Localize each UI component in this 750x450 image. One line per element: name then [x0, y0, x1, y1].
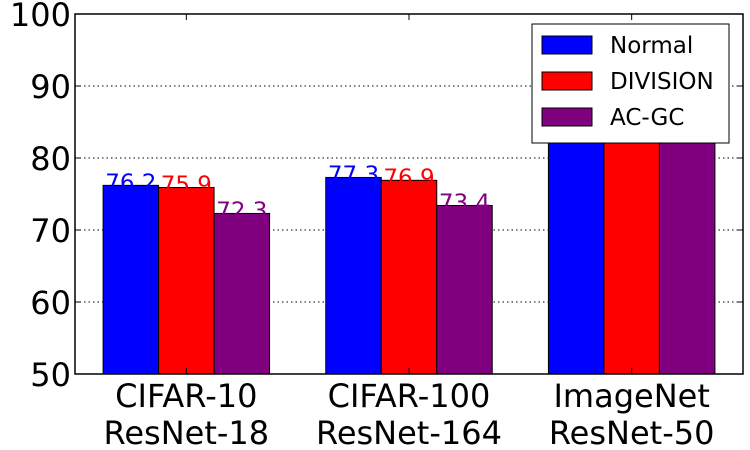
data-label: 75.9: [161, 173, 212, 199]
legend-label: Normal: [610, 33, 693, 59]
y-tick-label: 90: [30, 68, 71, 106]
bar-ac-gc-0: [213, 212, 271, 375]
bar-ac-gc-1: [436, 205, 493, 375]
bar-division-0: [158, 187, 215, 375]
bar-division-1: [380, 179, 438, 375]
data-label: 72.3: [216, 198, 267, 224]
y-tick-label: 70: [30, 212, 71, 250]
data-label: 73.4: [439, 191, 490, 217]
x-category-label: ImageNet: [553, 377, 709, 415]
legend: Normal DIVISION AC-GC: [531, 23, 730, 144]
x-category-label: CIFAR-10: [115, 377, 257, 415]
y-axis-ticks: 50 60 70 80 90 100: [10, 0, 743, 394]
bar-normal-1: [325, 176, 382, 375]
y-tick-label: 60: [30, 284, 71, 322]
y-tick-label: 100: [10, 0, 71, 34]
legend-label: AC-GC: [610, 105, 684, 131]
x-category-label: ResNet-164: [316, 414, 502, 450]
y-tick-label: 50: [30, 356, 71, 394]
data-label: 76.9: [383, 165, 434, 191]
data-labels: 76.2 75.972.3 77.3 76.973.4: [105, 162, 490, 224]
data-label: 77.3: [328, 162, 379, 188]
x-category-label: ResNet-18: [104, 414, 270, 450]
bar-normal-0: [102, 184, 160, 375]
legend-swatch-division: [541, 71, 593, 91]
legend-swatch-normal: [541, 35, 593, 55]
x-category-label: ResNet-50: [549, 414, 715, 450]
data-label: 76.2: [105, 170, 156, 196]
y-tick-label: 80: [30, 140, 71, 178]
legend-swatch-ac-gc: [541, 107, 593, 127]
legend-label: DIVISION: [610, 69, 714, 95]
x-category-label: CIFAR-100: [328, 377, 491, 415]
